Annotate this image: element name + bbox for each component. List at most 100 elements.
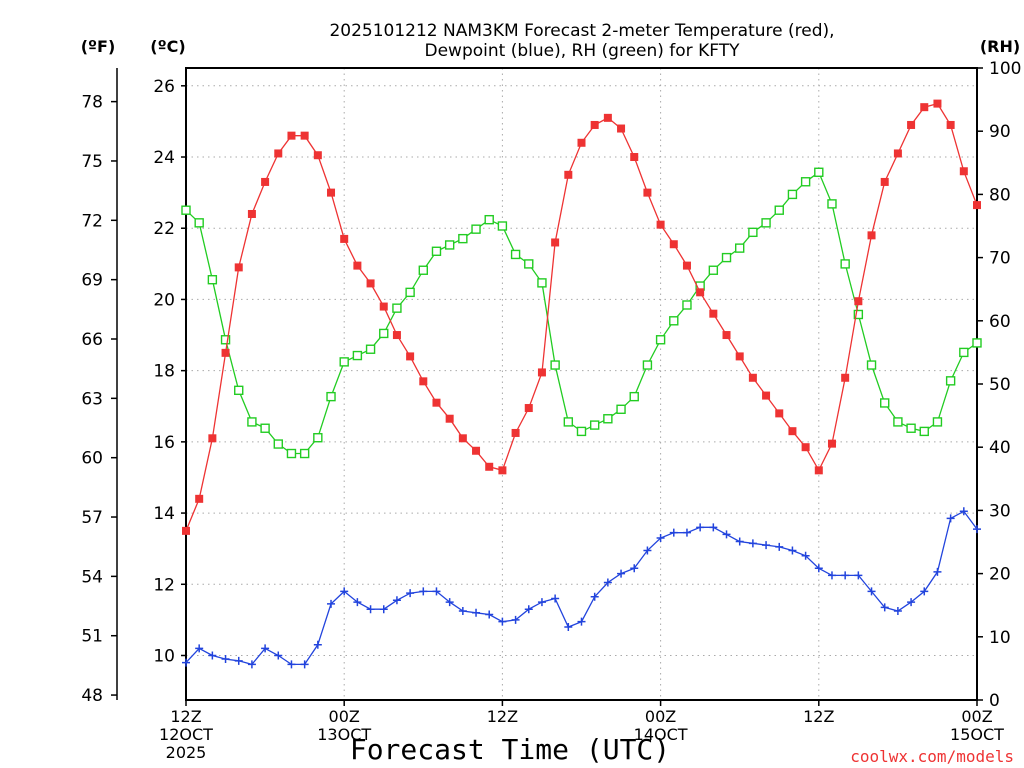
dewpoint-series xyxy=(182,507,981,669)
chart-title-line1: 2025101212 NAM3KM Forecast 2-meter Tempe… xyxy=(329,21,834,41)
rh-point xyxy=(392,303,402,313)
dewpoint-point xyxy=(748,539,757,548)
temperature-series xyxy=(182,99,981,535)
rh-point xyxy=(959,347,969,358)
rh-point xyxy=(642,360,653,370)
rh-point xyxy=(326,391,336,402)
dewpoint-point xyxy=(735,537,744,546)
temperature-point xyxy=(234,263,243,272)
dewpoint-point xyxy=(379,605,388,614)
dewpoint-point xyxy=(221,655,230,664)
dewpoint-point xyxy=(762,541,771,550)
temperature-point xyxy=(669,240,678,249)
rh-point xyxy=(906,423,916,433)
temperature-point xyxy=(722,331,731,340)
rh-point xyxy=(761,218,771,228)
dewpoint-point xyxy=(485,610,494,619)
rh-point xyxy=(273,439,283,449)
rh-tick-label: 80 xyxy=(989,185,1011,205)
rh-series xyxy=(181,167,982,459)
rh-axis: 0 10 20 30 40 50 60 70 80 90 100 xyxy=(977,59,1021,711)
time-tick-label: 12Z xyxy=(170,707,201,726)
time-tick-label: 00Z xyxy=(329,707,360,726)
rh-point xyxy=(919,426,929,437)
dewpoint-point xyxy=(274,651,283,660)
rh-point xyxy=(669,316,679,326)
temperature-point xyxy=(208,434,217,443)
plot-frame xyxy=(185,67,978,701)
temperature-point xyxy=(366,279,375,288)
dewpoint-point xyxy=(788,546,797,555)
temperature-point xyxy=(485,462,494,471)
dewpoint-point xyxy=(406,589,415,598)
temperature-point xyxy=(933,99,942,108)
rh-point xyxy=(682,300,692,310)
temperature-point xyxy=(406,352,415,361)
rh-point xyxy=(313,433,323,443)
temperature-point xyxy=(630,153,639,162)
rh-point xyxy=(774,205,784,215)
rh-point xyxy=(497,221,508,231)
fahrenheit-tick-label: 60 xyxy=(81,449,103,469)
temperature-point xyxy=(498,466,507,475)
rh-point xyxy=(484,214,494,225)
rh-tick-label: 70 xyxy=(989,249,1011,269)
celsius-tick-label: 22 xyxy=(153,219,175,239)
fahrenheit-unit-label: (ºF) xyxy=(81,37,116,56)
rh-point xyxy=(365,344,376,354)
temperature-point xyxy=(353,261,362,270)
time-tick-label: 00Z xyxy=(645,707,676,726)
dewpoint-point xyxy=(247,660,256,669)
rh-point xyxy=(471,224,481,234)
temperature-point xyxy=(973,201,981,210)
rh-point xyxy=(537,278,547,288)
rh-point xyxy=(444,240,455,250)
celsius-tick-label: 20 xyxy=(153,290,175,310)
dewpoint-point xyxy=(709,523,718,532)
temperature-point xyxy=(221,348,230,357)
rh-point xyxy=(234,385,244,396)
temperature-point xyxy=(959,167,968,176)
rh-tick-label: 60 xyxy=(989,312,1011,332)
temperature-point xyxy=(419,377,428,386)
rh-point xyxy=(299,448,310,459)
temperature-point xyxy=(313,151,322,160)
temperature-point xyxy=(524,404,533,413)
dewpoint-point xyxy=(392,596,401,605)
temperature-point xyxy=(458,434,467,443)
dewpoint-point xyxy=(973,525,981,534)
rh-point xyxy=(576,426,587,437)
temperature-point xyxy=(696,288,705,297)
rh-point xyxy=(708,265,719,275)
temperature-point xyxy=(893,149,902,158)
temperature-point xyxy=(432,398,441,407)
rh-unit-label: (RH) xyxy=(980,37,1020,56)
dewpoint-point xyxy=(643,546,652,555)
dewpoint-point xyxy=(946,514,955,523)
rh-point xyxy=(220,335,231,345)
temperature-point xyxy=(537,368,546,377)
dewpoint-point xyxy=(445,598,454,607)
temperature-point xyxy=(287,131,296,140)
dewpoint-point xyxy=(511,615,520,624)
dewpoint-point xyxy=(195,644,204,653)
celsius-tick-label: 18 xyxy=(153,362,175,382)
dewpoint-point xyxy=(669,528,678,537)
dewpoint-point xyxy=(907,598,916,607)
dewpoint-point xyxy=(458,606,467,615)
rh-tick-label: 40 xyxy=(989,438,1011,458)
dewpoint-point xyxy=(682,528,691,537)
dewpoint-point xyxy=(656,533,665,542)
rh-point xyxy=(840,259,850,269)
celsius-axis: 10 12 14 16 18 20 22 24 26 xyxy=(153,77,186,666)
temperature-point xyxy=(392,331,401,340)
gridlines xyxy=(186,68,977,700)
celsius-tick-label: 24 xyxy=(153,148,175,168)
celsius-unit-label: (ºC) xyxy=(150,37,185,56)
rh-point xyxy=(563,417,574,427)
dewpoint-point xyxy=(603,578,612,587)
time-tick-date-label: 12OCT xyxy=(159,725,213,744)
temperature-point xyxy=(590,120,599,129)
temperature-point xyxy=(445,414,454,423)
dewpoint-line xyxy=(185,510,978,666)
